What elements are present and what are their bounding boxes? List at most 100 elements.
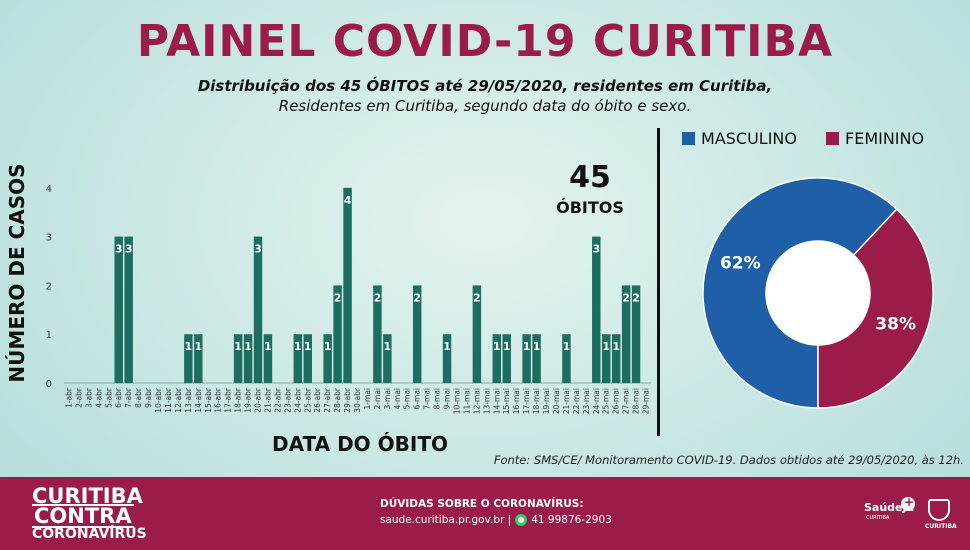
city-crest-icon — [928, 499, 950, 521]
help-phone[interactable]: 41 99876-2903 — [531, 514, 612, 526]
bar-14-abr — [194, 334, 203, 383]
bar-chart: 0 1 2 3 4 1-abr 2-abr 3-abr 4-abr 5-abr 3 6-abr 3 7-a… — [46, 184, 651, 414]
x-tick-label: 19-mai — [542, 388, 551, 414]
x-tick-label: 27-mai — [622, 388, 631, 414]
bar-value-label: 2 — [622, 291, 630, 304]
x-tick-label: 26-abr — [313, 387, 322, 413]
brand-line-2: CONTRA — [32, 504, 134, 528]
bar-28-mai — [631, 285, 641, 383]
bar-value-label: 1 — [612, 340, 620, 353]
x-tick-label: 15-mai — [502, 388, 511, 414]
donut-slice-label: 38% — [875, 315, 916, 335]
x-tick-label: 13-mai — [482, 388, 491, 414]
x-tick-label: 6-abr — [114, 387, 123, 408]
x-tick-label: 26-mai — [612, 388, 621, 414]
y-tick-label: 0 — [46, 379, 52, 390]
x-tick-label: 24-mai — [592, 388, 601, 414]
legend-label-feminino: FEMININO — [845, 129, 925, 148]
x-tick-label: 17-mai — [522, 388, 531, 414]
x-tick-label: 14-abr — [194, 387, 203, 413]
legend-item-feminino: FEMININO — [826, 129, 924, 148]
bar-19-abr — [243, 334, 253, 383]
x-tick-label: 28-mai — [632, 388, 641, 414]
total-deaths-number: 45 — [569, 160, 611, 195]
x-tick-label: 5-mai — [403, 388, 412, 409]
y-tick-label: 2 — [46, 281, 52, 292]
x-tick-label: 13-abr — [184, 387, 193, 413]
bar-26-mai — [611, 334, 621, 383]
bar-value-label: 4 — [344, 194, 352, 207]
y-tick-label: 1 — [46, 330, 52, 341]
bar-25-abr — [303, 334, 312, 383]
bar-6-mai — [412, 285, 422, 383]
bar-value-label: 2 — [334, 291, 342, 304]
x-tick-label: 15-abr — [204, 387, 213, 413]
bar-value-label: 3 — [254, 243, 262, 256]
x-tick-label: 19-abr — [244, 387, 253, 413]
x-tick-label: 11-mai — [462, 388, 471, 414]
x-tick-label: 1-abr — [64, 387, 73, 408]
x-tick-label: 22-abr — [273, 387, 282, 413]
bar-25-mai — [602, 334, 611, 383]
x-tick-label: 24-abr — [293, 387, 302, 413]
bar-value-label: 2 — [632, 291, 640, 304]
divider-line — [657, 128, 660, 436]
x-tick-label: 5-abr — [104, 387, 113, 408]
x-tick-label: 18-mai — [532, 388, 541, 414]
legend-swatch-feminino — [826, 132, 839, 145]
bar-21-mai — [562, 334, 571, 383]
bar-9-mai — [442, 334, 452, 383]
brand-line-3: CORONAVÍRUS — [32, 526, 147, 542]
x-tick-label: 16-mai — [512, 388, 521, 414]
footer-bar: CURITIBA CONTRA CORONAVÍRUS DÚVIDAS SOBR… — [0, 477, 970, 550]
saude-ja-cross-icon — [901, 495, 915, 511]
x-tick-label: 10-mai — [452, 388, 461, 414]
bar-6-abr — [114, 236, 123, 383]
bar-3-mai — [383, 334, 392, 383]
bar-value-label: 2 — [413, 291, 421, 304]
x-tick-label: 28-abr — [333, 387, 342, 413]
x-tick-label: 25-abr — [303, 387, 312, 413]
x-tick-label: 22-mai — [572, 388, 581, 414]
whatsapp-icon — [515, 514, 528, 526]
bar-value-label: 1 — [294, 340, 302, 353]
bar-7-abr — [124, 236, 133, 383]
x-tick-label: 2-mai — [373, 388, 382, 409]
bar-27-mai — [621, 285, 631, 383]
bar-value-label: 1 — [523, 340, 531, 353]
subtitle-line-1: Distribuição dos 45 ÓBITOS até 29/05/202… — [197, 77, 773, 95]
total-deaths-label: ÓBITOS — [556, 198, 624, 217]
bar-value-label: 1 — [194, 340, 202, 353]
y-tick-label: 4 — [46, 184, 52, 195]
y-tick-label: 3 — [46, 233, 52, 244]
x-tick-label: 3-mai — [383, 388, 392, 409]
x-tick-label: 27-abr — [323, 387, 332, 413]
x-tick-label: 8-abr — [134, 387, 143, 408]
x-tick-label: 16-abr — [214, 387, 223, 413]
x-tick-label: 12-mai — [472, 388, 481, 414]
bar-value-label: 1 — [563, 340, 571, 353]
x-tick-label: 3-abr — [84, 387, 93, 408]
donut-hole — [766, 241, 870, 345]
x-tick-label: 21-mai — [562, 388, 571, 414]
donut-slice-label: 62% — [720, 253, 761, 273]
x-tick-label: 7-abr — [124, 387, 133, 408]
x-tick-label: 4-mai — [393, 388, 402, 409]
bar-value-label: 3 — [125, 243, 133, 256]
bar-value-label: 1 — [304, 340, 312, 353]
bar-28-abr — [333, 285, 342, 383]
help-site-link[interactable]: saude.curitiba.pr.gov.br | — [380, 514, 512, 526]
x-tick-label: 6-mai — [413, 388, 422, 409]
bar-27-abr — [323, 334, 332, 383]
x-tick-label: 17-abr — [224, 387, 233, 413]
x-tick-label: 10-abr — [154, 387, 163, 413]
bar-value-label: 3 — [115, 243, 123, 256]
saude-ja-logo-sub: CURITIBA — [866, 515, 890, 521]
x-tick-label: 4-abr — [94, 387, 103, 408]
legend-label-masculino: MASCULINO — [701, 129, 797, 148]
bar-14-mai — [492, 334, 502, 383]
x-tick-label: 9-abr — [144, 387, 153, 408]
bar-value-label: 3 — [592, 243, 600, 256]
donut-chart: 62% 38% — [702, 177, 934, 409]
bar-value-label: 1 — [493, 340, 501, 353]
